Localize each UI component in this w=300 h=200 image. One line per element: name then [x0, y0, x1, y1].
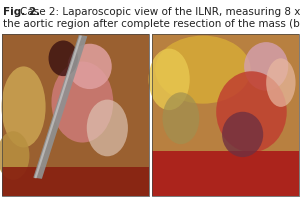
Bar — [152, 34, 298, 196]
Text: Fig. 2.: Fig. 2. — [3, 7, 40, 17]
Ellipse shape — [266, 58, 296, 107]
Ellipse shape — [216, 71, 287, 152]
Polygon shape — [33, 35, 87, 179]
Polygon shape — [34, 35, 82, 178]
Ellipse shape — [163, 92, 199, 144]
Ellipse shape — [87, 100, 128, 156]
Ellipse shape — [244, 42, 288, 91]
Bar — [2, 34, 148, 196]
Ellipse shape — [2, 66, 46, 147]
Bar — [152, 34, 298, 196]
Text: Case 2: Laparoscopic view of the ILNR, measuring 8 x 8 × 6 cm (a), and of: Case 2: Laparoscopic view of the ILNR, m… — [20, 7, 300, 17]
Ellipse shape — [155, 36, 251, 104]
Ellipse shape — [49, 40, 78, 76]
Ellipse shape — [148, 49, 190, 110]
Ellipse shape — [68, 44, 112, 89]
Text: the aortic region after complete resection of the mass (b).: the aortic region after complete resecti… — [3, 19, 300, 29]
Bar — [152, 151, 298, 196]
Ellipse shape — [222, 112, 263, 157]
Bar — [2, 34, 148, 196]
Ellipse shape — [0, 131, 29, 180]
Bar — [2, 167, 148, 196]
Ellipse shape — [52, 62, 113, 143]
